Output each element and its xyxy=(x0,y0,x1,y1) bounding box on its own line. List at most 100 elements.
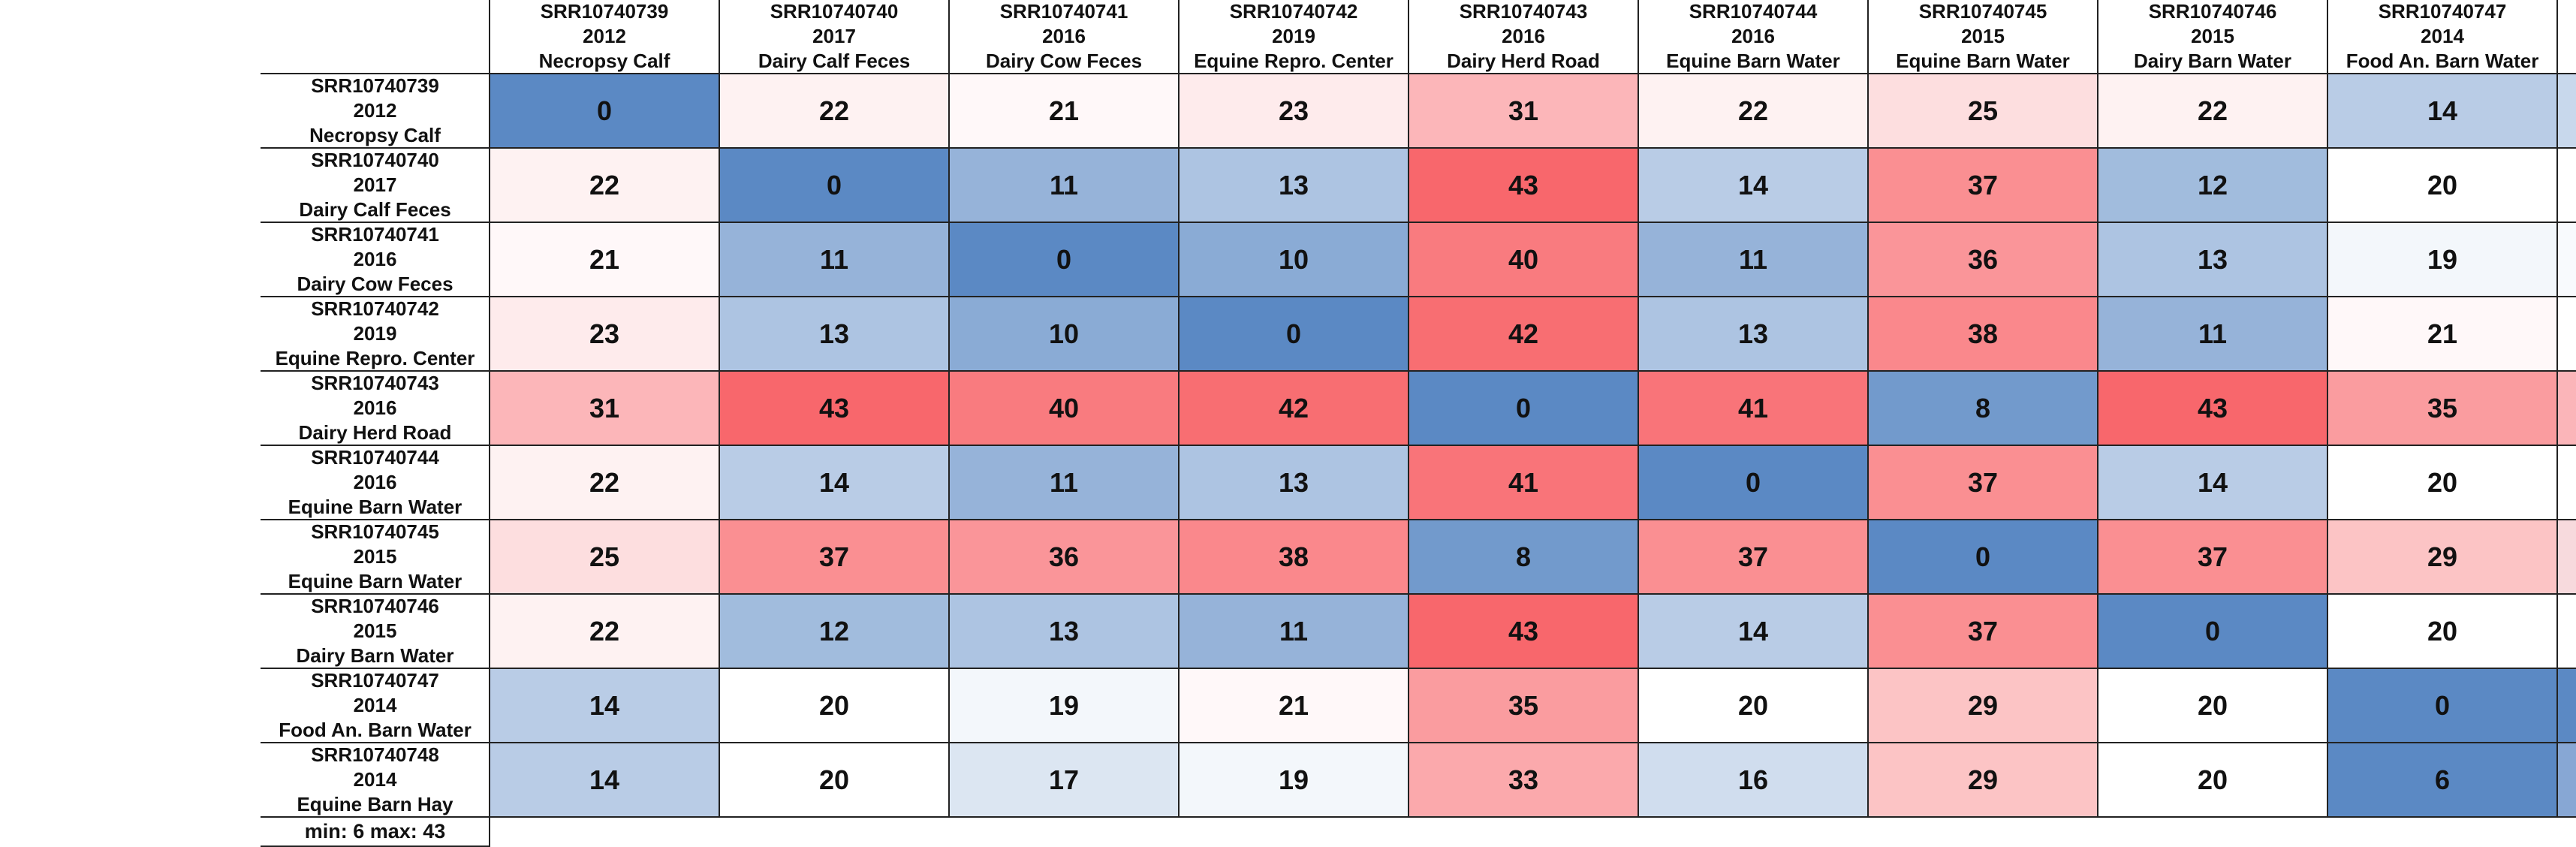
heatmap-cell xyxy=(1868,520,2098,594)
heatmap-cell xyxy=(1179,743,1409,817)
heatmap-cell xyxy=(1179,297,1409,371)
cell-value-label: 12 xyxy=(818,615,850,647)
cell-value-label: 13 xyxy=(2197,243,2228,275)
heatmap-cell xyxy=(2327,222,2557,297)
heatmap-cell xyxy=(949,743,1179,817)
cell-value-label: 43 xyxy=(2197,392,2228,424)
heatmap-cell xyxy=(1179,148,1409,222)
heatmap-cell xyxy=(2098,594,2327,668)
column-header-source: Dairy Calf Feces xyxy=(758,50,911,72)
cell-value-label: 13 xyxy=(1278,466,1309,498)
heatmap-cell xyxy=(949,74,1179,148)
cell-value-label: 37 xyxy=(1967,466,1999,498)
cell-value-label: 0 xyxy=(1056,243,1072,275)
column-header-year: 2017 xyxy=(812,25,856,47)
column-header: SRR10740742 2019 Equine Repro. Center xyxy=(1179,0,1409,74)
cell-value-label: 42 xyxy=(1278,392,1309,424)
heatmap-cell-cutoff xyxy=(2557,743,2576,817)
cell-value-label: 11 xyxy=(1049,466,1079,498)
grid-vline xyxy=(489,817,490,847)
cell-value-label: 0 xyxy=(1515,392,1532,424)
cell-value-label: 42 xyxy=(1508,318,1539,349)
row-header-source: Equine Repro. Center xyxy=(275,347,475,369)
cell-value-label: 38 xyxy=(1278,541,1309,572)
cell-value-label: 21 xyxy=(589,243,620,275)
column-header: SRR10740743 2016 Dairy Herd Road xyxy=(1409,0,1638,74)
cell-value-label: 0 xyxy=(1975,541,1991,572)
column-header-id: SRR10740743 xyxy=(1459,0,1588,23)
cell-value-label: 25 xyxy=(589,541,620,572)
cell-value-label: 11 xyxy=(819,243,849,275)
heatmap-cell xyxy=(949,222,1179,297)
heatmap-cell xyxy=(1638,371,1868,445)
cell-value-label: 19 xyxy=(1048,689,1080,721)
cell-value-label: 37 xyxy=(1967,169,1999,200)
cell-value-label: 20 xyxy=(818,689,850,721)
row-header: SRR10740747 2014 Food An. Barn Water xyxy=(261,668,490,743)
grid-hline xyxy=(261,73,2576,74)
grid-hline xyxy=(261,222,2576,223)
heatmap-cell xyxy=(719,445,949,520)
heatmap-cell xyxy=(490,222,719,297)
heatmap-cell xyxy=(1638,520,1868,594)
cell-value-label: 0 xyxy=(1285,318,1302,349)
heatmap-cell xyxy=(719,74,949,148)
cell-value-label: 12 xyxy=(2197,169,2228,200)
row-header: SRR10740739 2012 Necropsy Calf xyxy=(261,74,490,148)
cell-value-label: 43 xyxy=(1508,169,1539,200)
heatmap-cell xyxy=(719,148,949,222)
heatmap-cell xyxy=(490,74,719,148)
column-header-year: 2014 xyxy=(2421,25,2464,47)
row-header-source: Dairy Cow Feces xyxy=(297,273,453,295)
heatmap-cell xyxy=(1638,297,1868,371)
heatmap-cell xyxy=(1868,594,2098,668)
cell-value-label: 40 xyxy=(1048,392,1080,424)
column-header: SRR10740747 2014 Food An. Barn Water xyxy=(2327,0,2557,74)
heatmap-cell xyxy=(2327,520,2557,594)
row-header: SRR10740744 2016 Equine Barn Water xyxy=(261,445,490,520)
cell-value-label: 14 xyxy=(1737,169,1769,200)
column-header-source: Dairy Barn Water xyxy=(2134,50,2291,72)
cell-value-label: 22 xyxy=(589,615,620,647)
cell-value-label: 20 xyxy=(2197,764,2228,795)
row-header: SRR10740742 2019 Equine Repro. Center xyxy=(261,297,490,371)
row-header-source: Equine Barn Water xyxy=(288,496,462,518)
cell-value-label: 33 xyxy=(1508,764,1539,795)
row-header-id: SRR10740743 xyxy=(311,372,439,394)
grid-vline xyxy=(2556,0,2558,817)
heatmap-cell xyxy=(2327,445,2557,520)
heatmap-cell xyxy=(719,222,949,297)
heatmap-cell xyxy=(1179,520,1409,594)
heatmap-cell xyxy=(1638,222,1868,297)
heatmap-cell xyxy=(2327,594,2557,668)
cell-value-label: 11 xyxy=(1279,615,1309,647)
row-header-id: SRR10740746 xyxy=(311,595,439,617)
column-header: SRR10740746 2015 Dairy Barn Water xyxy=(2098,0,2327,74)
column-header-id: SRR10740741 xyxy=(999,0,1128,23)
cell-value-label: 0 xyxy=(2204,615,2221,647)
column-header-id: SRR10740747 xyxy=(2378,0,2507,23)
cell-value-label: 0 xyxy=(826,169,842,200)
row-header-id: SRR10740748 xyxy=(311,743,439,766)
heatmap-cell xyxy=(949,445,1179,520)
cell-value-label: 20 xyxy=(818,764,850,795)
heatmap-cell xyxy=(2327,371,2557,445)
heatmap-cell xyxy=(1409,371,1638,445)
heatmap-cell xyxy=(490,371,719,445)
heatmap-cell xyxy=(1868,297,2098,371)
cell-value-label: 22 xyxy=(818,95,850,126)
row-header: SRR10740745 2015 Equine Barn Water xyxy=(261,520,490,594)
column-header-year: 2019 xyxy=(1272,25,1315,47)
row-header-id: SRR10740745 xyxy=(311,520,439,543)
column-header-source: Equine Barn Water xyxy=(1896,50,2070,72)
cell-value-label: 25 xyxy=(1967,95,1999,126)
column-header-year: 2016 xyxy=(1731,25,1775,47)
column-header-source: Food An. Barn Water xyxy=(2346,50,2539,72)
cell-value-label: 23 xyxy=(589,318,620,349)
column-header-source: Dairy Herd Road xyxy=(1447,50,1600,72)
grid-hline xyxy=(261,668,2576,669)
grid-hline xyxy=(261,742,2576,743)
row-header: SRR10740746 2015 Dairy Barn Water xyxy=(261,594,490,668)
heatmap-cell-cutoff xyxy=(2557,371,2576,445)
heatmap-cell xyxy=(2327,148,2557,222)
